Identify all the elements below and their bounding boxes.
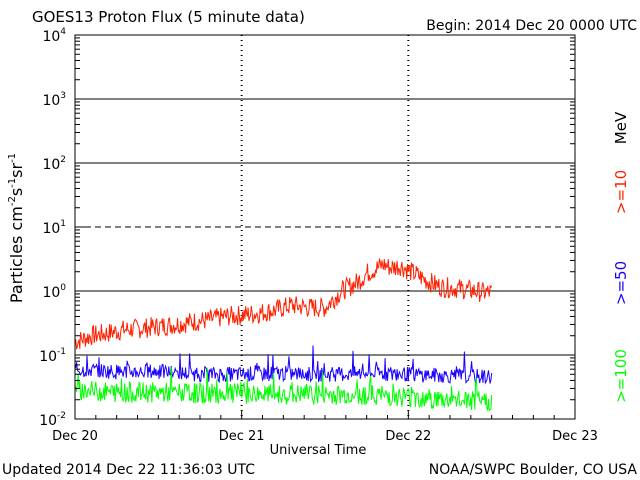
y-tick-base-4: 10	[42, 157, 60, 173]
y-tick-exp-5: 3	[60, 91, 66, 101]
threshold-lines	[75, 98, 575, 356]
y-tick-base-3: 10	[42, 221, 60, 237]
legend-series-2-group: >=100	[612, 349, 630, 403]
y-tick-base-1: 10	[39, 349, 57, 365]
y-tick-exp-4: 2	[60, 155, 66, 165]
y-tick-label-1: 10-1	[39, 347, 66, 365]
y-tick-exp-3: 1	[60, 219, 66, 229]
y-tick-exp-1: -1	[57, 347, 66, 357]
legend-series-1: >=50	[612, 261, 630, 305]
begin-label: Begin: 2014 Dec 20 0000 UTC	[426, 18, 637, 34]
credit-label: NOAA/SWPC Boulder, CO USA	[429, 462, 638, 478]
y-tick-label-0: 10-2	[39, 411, 66, 429]
unit-label-group: MeV	[612, 111, 630, 144]
x-tick-label-2: Dec 22	[385, 429, 431, 444]
x-axis-label: Universal Time	[270, 443, 367, 458]
y-tick-label-2: 100	[42, 283, 66, 301]
y-tick-base-0: 10	[39, 413, 57, 429]
y-label-s: s	[7, 188, 26, 196]
y-tick-base-6: 10	[42, 29, 60, 45]
y-label-exp3: -1	[7, 153, 18, 163]
chart-title: GOES13 Proton Flux (5 minute data)	[32, 8, 305, 26]
unit-label: MeV	[612, 111, 630, 144]
y-tick-exp-0: -2	[57, 411, 66, 421]
y-label-exp1: -2	[7, 196, 18, 206]
y-tick-exp-6: 4	[60, 27, 66, 37]
x-tick-label-3: Dec 23	[552, 429, 598, 444]
y-label-sr: sr	[7, 163, 26, 178]
legend-series-2: >=100	[612, 349, 630, 403]
day-dividers	[240, 35, 410, 419]
data-series	[74, 258, 493, 412]
legend-series-1-group: >=50	[612, 261, 630, 305]
y-label-exp2: -1	[7, 178, 18, 188]
series-line-1	[74, 345, 493, 386]
series-line-2	[74, 367, 493, 412]
legend-series-0-group: >=10	[612, 170, 630, 214]
y-tick-base-5: 10	[42, 93, 60, 109]
y-tick-label-6: 104	[42, 27, 66, 45]
y-label-main: Particles cm	[7, 206, 26, 303]
x-tick-label-1: Dec 21	[219, 429, 265, 444]
y-tick-base-2: 10	[42, 285, 60, 301]
updated-label: Updated 2014 Dec 22 11:36:03 UTC	[2, 462, 255, 478]
legend-series-0: >=10	[612, 170, 630, 214]
x-ticks: Dec 20 Dec 21 Dec 22 Dec 23	[52, 411, 598, 444]
svg-text:Particles cm-2s-1sr-1: Particles cm-2s-1sr-1	[7, 153, 26, 303]
x-tick-label-0: Dec 20	[52, 429, 98, 444]
y-tick-label-4: 102	[42, 155, 66, 173]
y-tick-label-3: 101	[42, 219, 66, 237]
y-tick-label-5: 103	[42, 91, 66, 109]
legend: MeV >=10 >=50 >=100	[612, 111, 630, 403]
y-tick-exp-2: 0	[60, 283, 66, 293]
y-axis-label: Particles cm-2s-1sr-1	[7, 153, 26, 303]
series-line-0	[74, 258, 493, 350]
